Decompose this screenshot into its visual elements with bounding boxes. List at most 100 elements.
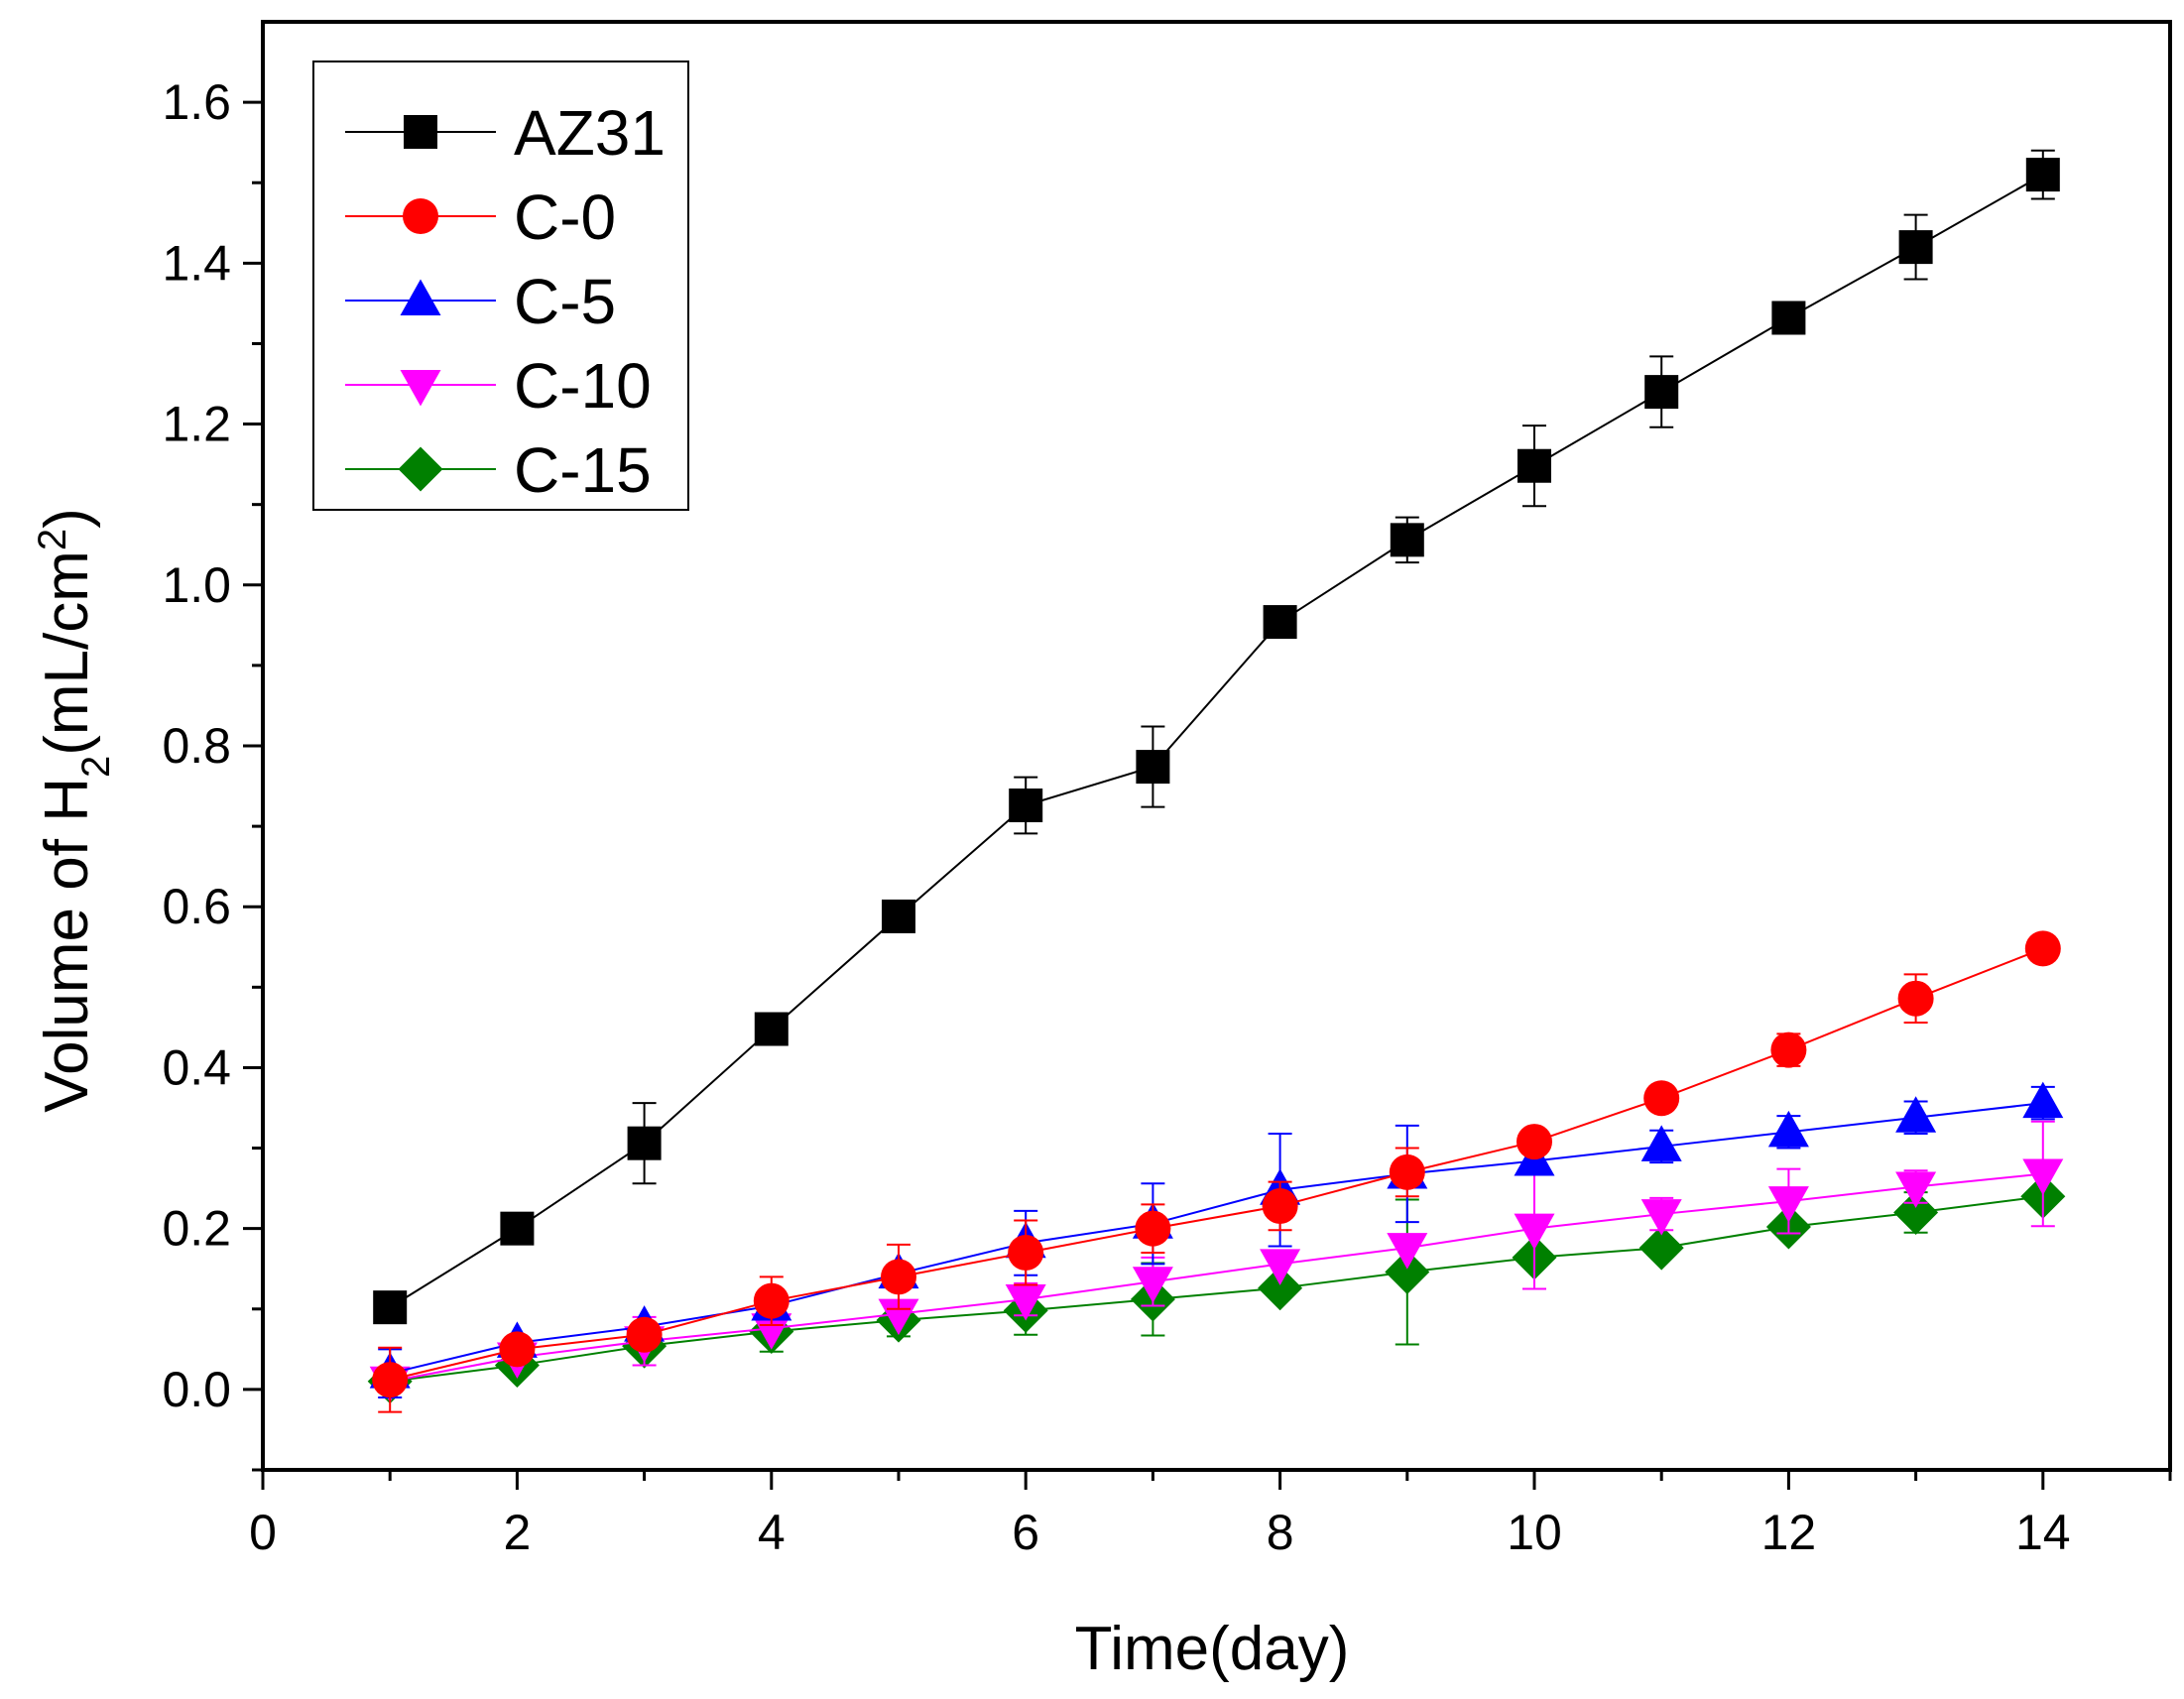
data-point <box>2022 1158 2064 1196</box>
legend-item-c-10: C-10 <box>345 350 652 422</box>
series-line <box>389 174 2044 1309</box>
legend-item-c-5: C-5 <box>345 266 616 337</box>
y-tick-label: 0.8 <box>162 718 231 774</box>
data-point <box>627 1126 662 1160</box>
series-c-15 <box>367 1173 2066 1404</box>
legend-label: C-0 <box>514 182 616 253</box>
legend-item-c-15: C-15 <box>345 434 652 506</box>
data-point <box>1132 1267 1173 1303</box>
x-tick-label: 6 <box>1012 1505 1039 1560</box>
data-point <box>1638 1225 1684 1271</box>
data-point <box>1390 523 1424 557</box>
legend: AZ31 C-0 C-5 C-10 C-15 <box>312 61 689 511</box>
data-point <box>1389 1153 1425 1190</box>
y-tick-label: 0.2 <box>162 1201 231 1257</box>
legend-marker <box>404 115 437 149</box>
y-axis-ticks: 0.0 0.2 0.4 0.6 0.8 1.0 1.2 1.4 1.6 <box>162 74 263 1472</box>
y-tick-label: 0.4 <box>162 1039 231 1095</box>
legend-label: C-15 <box>514 434 652 506</box>
y-tick-label: 0.0 <box>162 1362 231 1417</box>
series-layer <box>367 149 2066 1413</box>
x-tick-label: 12 <box>1761 1505 1817 1560</box>
x-tick-label: 14 <box>2015 1505 2071 1560</box>
legend-marker <box>398 446 443 492</box>
data-point <box>882 899 915 933</box>
data-point <box>753 1282 789 1319</box>
series-line <box>389 1102 2043 1375</box>
data-point <box>1263 605 1297 640</box>
data-point <box>2022 1081 2064 1119</box>
data-point <box>499 1331 536 1368</box>
x-tick-label: 2 <box>503 1505 531 1560</box>
data-point <box>1897 980 1934 1017</box>
data-point <box>1385 1249 1430 1294</box>
x-tick-label: 8 <box>1267 1505 1294 1560</box>
legend-item-az31: AZ31 <box>345 97 666 169</box>
legend-item-c-0: C-0 <box>345 182 616 253</box>
series-line <box>390 1172 2043 1383</box>
legend-label: C-5 <box>514 266 616 337</box>
data-point <box>1895 1171 1937 1208</box>
data-point <box>1514 1213 1555 1251</box>
x-tick-label: 10 <box>1507 1505 1562 1560</box>
legend-label: C-10 <box>514 350 652 422</box>
y-tick-label: 1.6 <box>162 74 231 130</box>
series-az31 <box>373 149 2060 1325</box>
y-axis-title-middle: (mL/cm <box>33 550 101 756</box>
series-c-0 <box>372 930 2061 1413</box>
data-point <box>1770 1032 1807 1068</box>
y-axis-title-subscript: 2 <box>74 756 118 778</box>
legend-marker <box>400 370 441 407</box>
data-point <box>626 1316 663 1353</box>
y-tick-label: 1.0 <box>162 557 231 613</box>
data-point <box>1005 1284 1046 1321</box>
y-axis-title-prefix: Volume of H <box>33 778 101 1113</box>
data-point <box>1771 301 1806 335</box>
y-tick-label: 1.4 <box>162 235 231 291</box>
data-point <box>1767 1110 1809 1148</box>
y-tick-label: 1.2 <box>162 397 231 452</box>
x-tick-label: 4 <box>758 1505 786 1560</box>
data-point <box>1136 750 1170 785</box>
data-point <box>751 1313 792 1350</box>
series-line <box>389 947 2044 1382</box>
data-point <box>1644 375 1679 410</box>
legend-box <box>312 61 689 511</box>
legend-marker <box>403 198 438 234</box>
data-point <box>2024 930 2061 967</box>
x-tick-label: 0 <box>249 1505 277 1560</box>
data-point <box>372 1362 409 1398</box>
data-point <box>1258 1266 1303 1311</box>
series-c-10 <box>369 1120 2064 1403</box>
data-point <box>1135 1210 1171 1247</box>
data-point <box>1893 1189 1939 1235</box>
y-tick-label: 0.6 <box>162 879 231 934</box>
x-axis-ticks: 0 2 4 6 8 10 12 14 <box>249 1470 2172 1560</box>
data-point <box>1517 1124 1552 1160</box>
data-point <box>1009 789 1043 823</box>
data-point <box>1260 1249 1301 1285</box>
data-point <box>1640 1125 1682 1161</box>
data-point <box>373 1290 408 1325</box>
data-point <box>1640 1199 1682 1236</box>
data-point <box>881 1259 916 1295</box>
legend-marker <box>400 279 441 315</box>
y-axis-title: Volume of H2(mL/cm2) <box>31 508 118 1113</box>
data-point <box>1387 1233 1428 1270</box>
data-point <box>1895 1096 1937 1133</box>
data-point <box>754 1012 789 1046</box>
data-point <box>1008 1235 1044 1271</box>
data-point <box>500 1211 535 1246</box>
series-line <box>390 1195 2043 1383</box>
data-point <box>1767 1186 1809 1223</box>
x-axis-title: Time(day) <box>1075 1615 1350 1683</box>
data-point <box>1898 230 1933 265</box>
data-point <box>1517 448 1551 483</box>
data-point <box>1262 1187 1298 1224</box>
data-point <box>2025 158 2060 192</box>
data-point <box>878 1298 919 1336</box>
y-axis-title-superscript: 2 <box>31 529 74 550</box>
data-point <box>1643 1080 1680 1117</box>
legend-label: AZ31 <box>514 97 666 169</box>
